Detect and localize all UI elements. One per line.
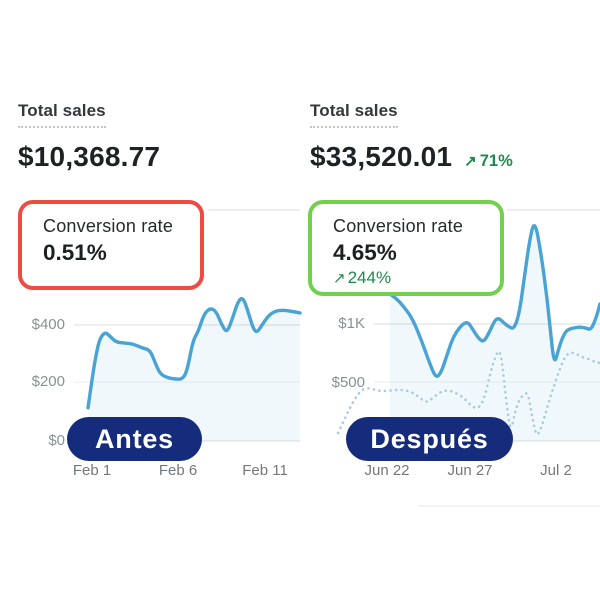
- x-axis-label: Jun 22: [364, 462, 410, 479]
- sales-delta-badge: ↗ 71%: [464, 152, 513, 171]
- after-total-sales-row: $33,520.01 ↗ 71%: [310, 141, 513, 173]
- after-total-sales-title: Total sales: [310, 101, 398, 128]
- before-total-sales-title: Total sales: [18, 101, 106, 128]
- after-total-sales-value: $33,520.01: [310, 141, 453, 172]
- sales-line: [86, 296, 302, 410]
- before-conversion-rate-card: Conversion rate 0.51%: [18, 200, 204, 290]
- previous-period-line: [336, 350, 600, 436]
- sales-area-fill: [88, 298, 300, 441]
- y-axis-label: $200: [31, 373, 65, 390]
- before-total-sales-value: $10,368.77: [18, 141, 161, 172]
- y-axis-label: $1K: [338, 315, 365, 332]
- x-axis-label: Feb 1: [72, 462, 112, 479]
- sales-line: [388, 224, 600, 378]
- before-sales-chart: [86, 296, 302, 441]
- sales-delta-value: 71%: [479, 152, 513, 170]
- y-axis-label: $0: [48, 432, 65, 449]
- conversion-rate-value: 4.65%: [333, 240, 397, 265]
- up-arrow-icon: ↗: [464, 153, 477, 170]
- after-sales-chart: [336, 224, 600, 441]
- x-axis-label: Jun 27: [447, 462, 493, 479]
- after-conversion-rate-card: Conversion rate 4.65% ↗ 244%: [308, 200, 504, 296]
- sales-area-fill: [390, 225, 600, 441]
- conversion-delta-value: 244%: [347, 268, 392, 287]
- conversion-rate-title: Conversion rate: [43, 216, 174, 236]
- conversion-rate-value: 0.51%: [43, 240, 107, 265]
- x-axis-label: Feb 6: [158, 462, 198, 479]
- conversion-delta: ↗ 244%: [333, 268, 500, 288]
- y-axis-label: $400: [31, 316, 65, 333]
- x-axis-label: Jul 2: [540, 462, 572, 479]
- conversion-rate-title: Conversion rate: [333, 216, 464, 236]
- up-arrow-icon: ↗: [333, 270, 346, 287]
- after-badge: Después: [346, 417, 513, 461]
- before-badge: Antes: [67, 417, 202, 461]
- x-axis-label: Feb 11: [242, 462, 288, 479]
- y-axis-label: $500: [331, 374, 365, 391]
